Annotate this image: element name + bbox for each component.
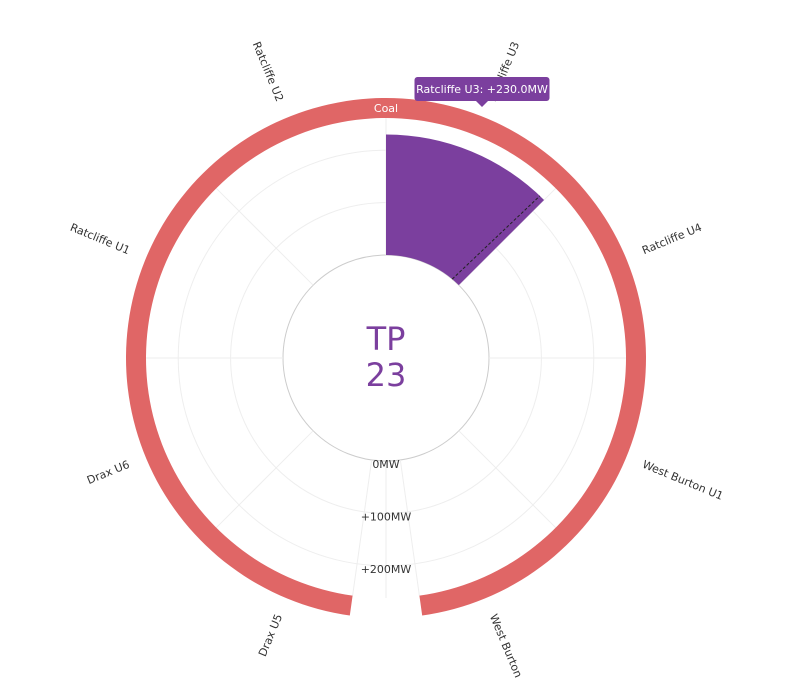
bar-drax-u6[interactable] <box>283 358 314 431</box>
bar-drax-u5[interactable] <box>313 430 386 461</box>
category-label-drax-u6: Drax U6 <box>85 458 131 487</box>
bars <box>283 134 545 461</box>
tooltip-arrow <box>476 101 488 107</box>
grid-spoke <box>399 459 420 596</box>
bar-ratcliffe-u1[interactable] <box>283 285 314 358</box>
bar-value-marker <box>451 195 541 280</box>
tooltip-text: Ratcliffe U3: +230.0MW <box>416 83 548 96</box>
radial-tick-label: 0MW <box>372 458 399 471</box>
coal-ring-label: Coal <box>374 102 398 115</box>
category-label-ratcliffe-u1: Ratcliffe U1 <box>68 221 132 257</box>
bar-west-burton-u2[interactable] <box>386 430 459 461</box>
bar-ratcliffe-u2[interactable] <box>313 255 386 286</box>
grid-spoke <box>215 187 314 286</box>
radial-tick-labels: 0MW +100MW +200MW <box>361 458 412 576</box>
grid-spoke <box>458 430 557 529</box>
grid-spoke <box>215 430 314 529</box>
tooltip-background <box>414 77 550 101</box>
category-label-ratcliffe-u4: Ratcliffe U4 <box>640 221 704 257</box>
grid-spoke <box>352 459 373 596</box>
category-label-drax-u5: Drax U5 <box>256 612 285 658</box>
center-label: TP 23 <box>366 320 407 394</box>
coal-ring: Coal <box>125 98 646 616</box>
radial-tick-label: +200MW <box>361 563 412 576</box>
category-label-west-burton-u1: West Burton U1 <box>641 458 726 503</box>
radial-tick-label: +100MW <box>361 510 412 523</box>
center-label-number: 23 <box>366 356 407 394</box>
bar-west-burton-u1[interactable] <box>458 358 489 431</box>
bar-ratcliffe-u3[interactable] <box>386 134 545 286</box>
bar-ratcliffe-u4[interactable] <box>458 285 489 358</box>
center-label-tp: TP <box>366 320 406 358</box>
category-label-ratcliffe-u2: Ratcliffe U2 <box>250 40 286 104</box>
tooltip: Ratcliffe U3: +230.0MW <box>414 77 550 107</box>
category-label-west-burton-u2: West Burton U2 <box>487 612 532 679</box>
